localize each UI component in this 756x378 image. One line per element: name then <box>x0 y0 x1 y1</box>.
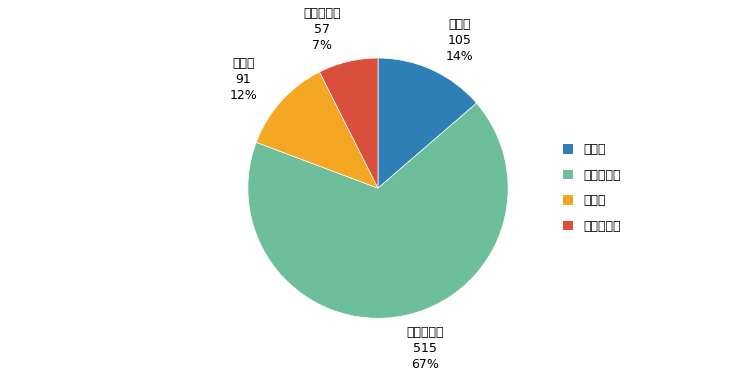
Legend: 増えた, 同じぐらい, 減った, わからない: 増えた, 同じぐらい, 減った, わからない <box>563 143 621 233</box>
Text: 減った
91
12%: 減った 91 12% <box>229 57 257 102</box>
Wedge shape <box>378 58 476 188</box>
Wedge shape <box>256 72 378 188</box>
Wedge shape <box>248 103 508 318</box>
Wedge shape <box>320 58 378 188</box>
Text: わからない
57
7%: わからない 57 7% <box>303 8 340 53</box>
Text: 同じぐらい
515
67%: 同じぐらい 515 67% <box>407 326 444 371</box>
Text: 増えた
105
14%: 増えた 105 14% <box>446 18 473 63</box>
